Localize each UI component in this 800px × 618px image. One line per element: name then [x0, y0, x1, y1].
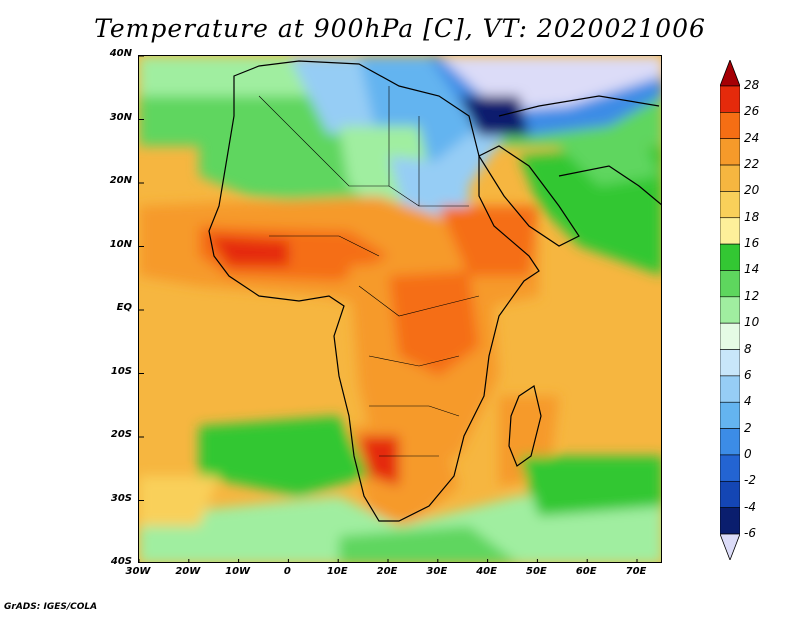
- coastlines: [208, 60, 661, 522]
- colorbar-label: 26: [744, 104, 760, 119]
- colorbar-segment: [720, 217, 740, 245]
- lon-label: 60E: [575, 566, 597, 577]
- colorbar-label: -6: [744, 526, 756, 540]
- lat-label: EQ: [116, 302, 132, 313]
- temperature-field: [139, 56, 661, 562]
- colorbar-segment: [720, 349, 740, 377]
- colorbar-label: 20: [744, 183, 760, 198]
- lat-label: 10S: [110, 365, 132, 377]
- colorbar-bottom-triangle: [720, 533, 740, 560]
- lat-label: 10N: [109, 238, 132, 250]
- colorbar-segment: [720, 270, 740, 298]
- colorbar-segment: [720, 375, 740, 403]
- colorbar-segment: [720, 296, 740, 324]
- colorbar-segment: [720, 112, 740, 140]
- lon-label: 70E: [625, 566, 647, 577]
- colorbar-label: 24: [744, 130, 760, 145]
- colorbar-segment: [720, 401, 740, 429]
- colorbar-segment: [720, 138, 740, 166]
- lon-label: 0: [283, 566, 291, 577]
- lat-label: 20N: [109, 175, 132, 186]
- chart-title: Temperature at 900hPa [C], VT: 202002100…: [94, 14, 706, 43]
- colorbar-segment: [720, 428, 740, 456]
- colorbar-segment: [720, 480, 740, 508]
- colorbar-label: 28: [744, 78, 760, 92]
- frame-ticks: [139, 56, 638, 562]
- lat-label: 40S: [110, 556, 132, 567]
- colorbar-label: 8: [744, 341, 752, 356]
- colorbar-label: 18: [744, 209, 760, 224]
- lat-label: 40N: [109, 48, 132, 59]
- colorbar-label: 10: [744, 315, 760, 330]
- colorbar-label: 22: [744, 157, 760, 172]
- colorbar-label: 2: [744, 420, 752, 435]
- lat-label: 30N: [109, 111, 132, 123]
- lon-label: 30E: [426, 566, 448, 577]
- colorbar-top-triangle: [720, 60, 740, 87]
- colorbar-label: 16: [744, 236, 760, 251]
- lon-label: 50E: [526, 566, 547, 577]
- colorbar: [720, 60, 740, 560]
- temperature-map: [139, 56, 661, 562]
- colorbar-label: 0: [744, 446, 752, 461]
- lon-label: 20E: [376, 566, 398, 577]
- colorbar-label: -2: [744, 473, 756, 488]
- map-panel: [138, 55, 662, 563]
- lon-label: 20W: [175, 566, 201, 577]
- colorbar-label: 6: [744, 367, 752, 382]
- colorbar-label: 14: [744, 262, 760, 277]
- colorbar-segment: [720, 454, 740, 482]
- colorbar-label: 4: [744, 394, 752, 409]
- country-borders: [258, 86, 480, 457]
- colorbar-label: -4: [744, 499, 756, 514]
- lat-label: 20S: [110, 429, 132, 440]
- lon-label: 40E: [476, 566, 497, 577]
- colorbar-segment: [720, 164, 740, 192]
- colorbar-segment: [720, 322, 740, 350]
- credit-text: GrADS: IGES/COLA: [4, 602, 98, 612]
- colorbar-segment: [720, 243, 740, 271]
- lon-label: 10E: [326, 566, 348, 577]
- lat-label: 30S: [110, 492, 132, 504]
- colorbar-segment: [720, 85, 740, 113]
- lon-label: 10W: [225, 566, 251, 577]
- lon-label: 30W: [125, 566, 151, 577]
- colorbar-label: 12: [744, 288, 760, 303]
- colorbar-segment: [720, 191, 740, 219]
- colorbar-segment: [720, 507, 740, 535]
